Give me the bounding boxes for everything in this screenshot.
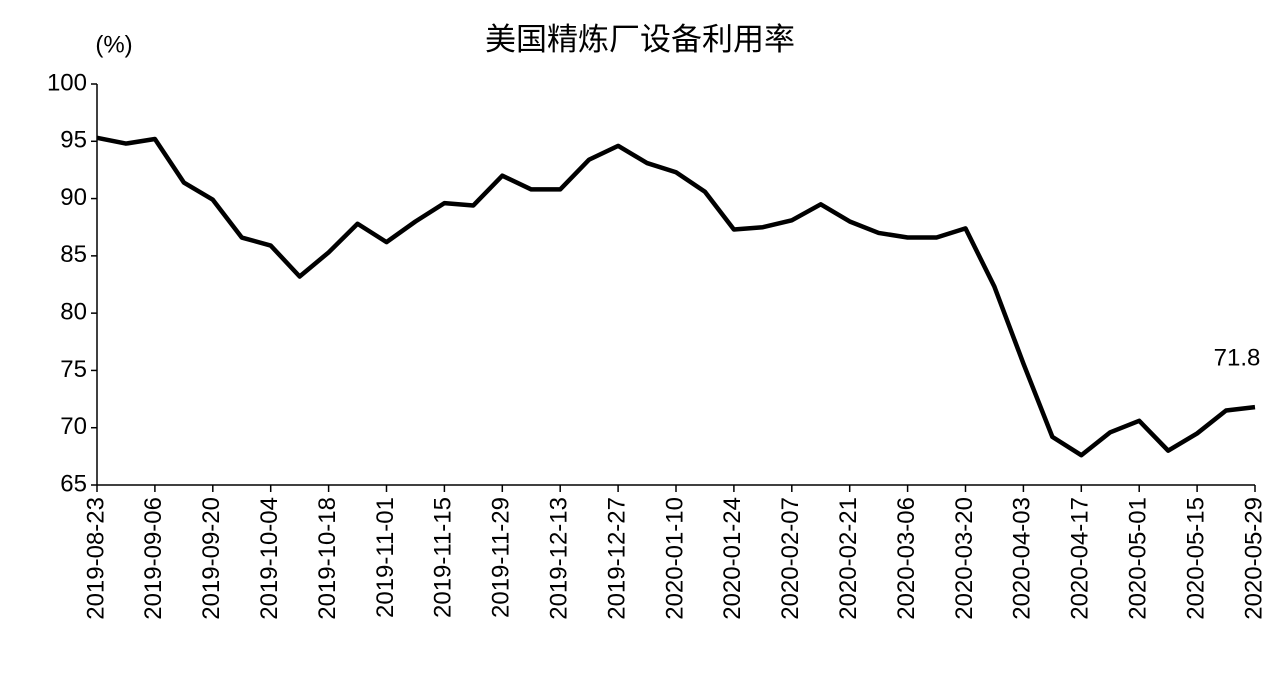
y-tick-label: 70 [60, 413, 87, 440]
y-tick-label: 100 [47, 69, 87, 96]
x-tick-label: 2019-11-29 [488, 497, 515, 618]
x-tick-label: 2019-12-13 [546, 497, 573, 620]
x-tick-label: 2020-01-10 [661, 497, 688, 620]
x-tick-label: 2020-05-01 [1125, 497, 1152, 620]
line [96, 135, 1256, 458]
x-tick-label: 2020-03-20 [951, 497, 978, 620]
x-tick-label: 2020-05-15 [1182, 497, 1209, 620]
x-tick-label: 2020-02-07 [777, 497, 804, 620]
x-tick-label: 2019-11-01 [372, 497, 399, 618]
chart-title: 美国精炼厂设备利用率 [485, 22, 795, 57]
y-axis-label: (%) [95, 31, 132, 58]
x-tick-label: 2019-11-15 [430, 497, 457, 618]
x-tick-label: 2019-12-27 [603, 497, 630, 620]
x-tick-label: 2020-04-03 [1009, 497, 1036, 620]
x-tick-label: 2020-03-06 [893, 497, 920, 620]
y-tick-label: 80 [60, 298, 87, 325]
x-tick-label: 2020-05-29 [1240, 497, 1267, 620]
x-tick-label: 2019-09-06 [140, 497, 167, 620]
y-tick-label: 90 [60, 184, 87, 211]
x-tick-label: 2020-01-24 [719, 497, 746, 620]
y-tick-label: 85 [60, 241, 87, 268]
data-label: 71.8 [1214, 344, 1261, 371]
x-tick-label: 2019-08-23 [82, 497, 109, 620]
x-tick-label: 2019-10-04 [256, 497, 283, 620]
x-tick-label: 2020-04-17 [1067, 497, 1094, 620]
x-tick-label: 2019-09-20 [198, 497, 225, 620]
y-tick-label: 65 [60, 470, 87, 497]
y-tick-label: 95 [60, 127, 87, 154]
x-tick-label: 2019-10-18 [314, 497, 341, 620]
y-tick-label: 75 [60, 356, 87, 383]
x-tick-label: 2020-02-21 [835, 497, 862, 620]
